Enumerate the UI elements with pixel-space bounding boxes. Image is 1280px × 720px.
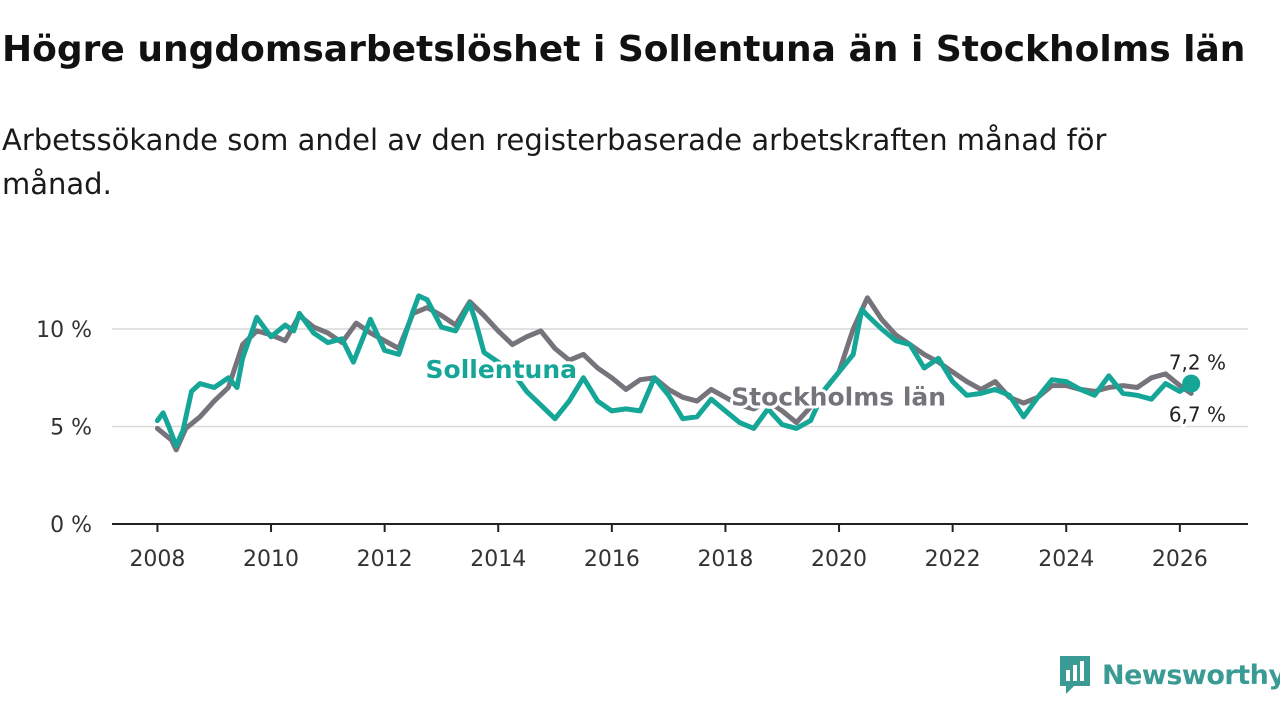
x-tick-label: 2012 xyxy=(357,547,413,572)
series-lines xyxy=(154,293,1201,453)
x-axis: 0 % 5 % 10 % 2008 2010 2012 2014 2016 2018 2020 20… xyxy=(36,318,1248,572)
sollentuna-end-point xyxy=(1182,374,1201,393)
y-tick-label: 10 % xyxy=(36,318,92,343)
sollentuna-series-line xyxy=(154,293,1194,449)
stockholm-end-value-label: 6,7 % xyxy=(1169,402,1226,426)
chart-labels: Sollentuna Stockholms län 7,2 % 6,7 % xyxy=(423,348,1229,430)
x-tick-label: 2022 xyxy=(925,547,981,572)
x-tick-label: 2026 xyxy=(1152,547,1208,572)
stockholm-series-line xyxy=(154,295,1194,453)
grid-lines xyxy=(112,328,1248,428)
x-tick-label: 2014 xyxy=(470,547,526,572)
x-tick-label: 2018 xyxy=(697,547,753,572)
x-tick-label: 2024 xyxy=(1038,547,1094,572)
brand-logo: Newsworthy xyxy=(1058,654,1280,696)
y-tick-label: 0 % xyxy=(50,513,92,538)
chart-title: Högre ungdomsarbetslöshet i Sollentuna ä… xyxy=(2,29,1246,70)
x-tick-label: 2010 xyxy=(243,547,299,572)
sollentuna-series-label: Sollentuna xyxy=(426,355,578,384)
x-tick-label: 2020 xyxy=(811,547,867,572)
brand-name: Newsworthy xyxy=(1102,659,1280,691)
stockholm-series-label: Stockholms län xyxy=(731,382,946,411)
x-tick-label: 2016 xyxy=(584,547,640,572)
x-tick-label: 2008 xyxy=(129,547,185,572)
newsworthy-logo-icon xyxy=(1060,656,1090,694)
chart-subtitle: Arbetssökande som andel av den registerb… xyxy=(2,123,1107,201)
sollentuna-end-value-label: 7,2 % xyxy=(1169,351,1226,375)
y-tick-label: 5 % xyxy=(50,416,92,441)
